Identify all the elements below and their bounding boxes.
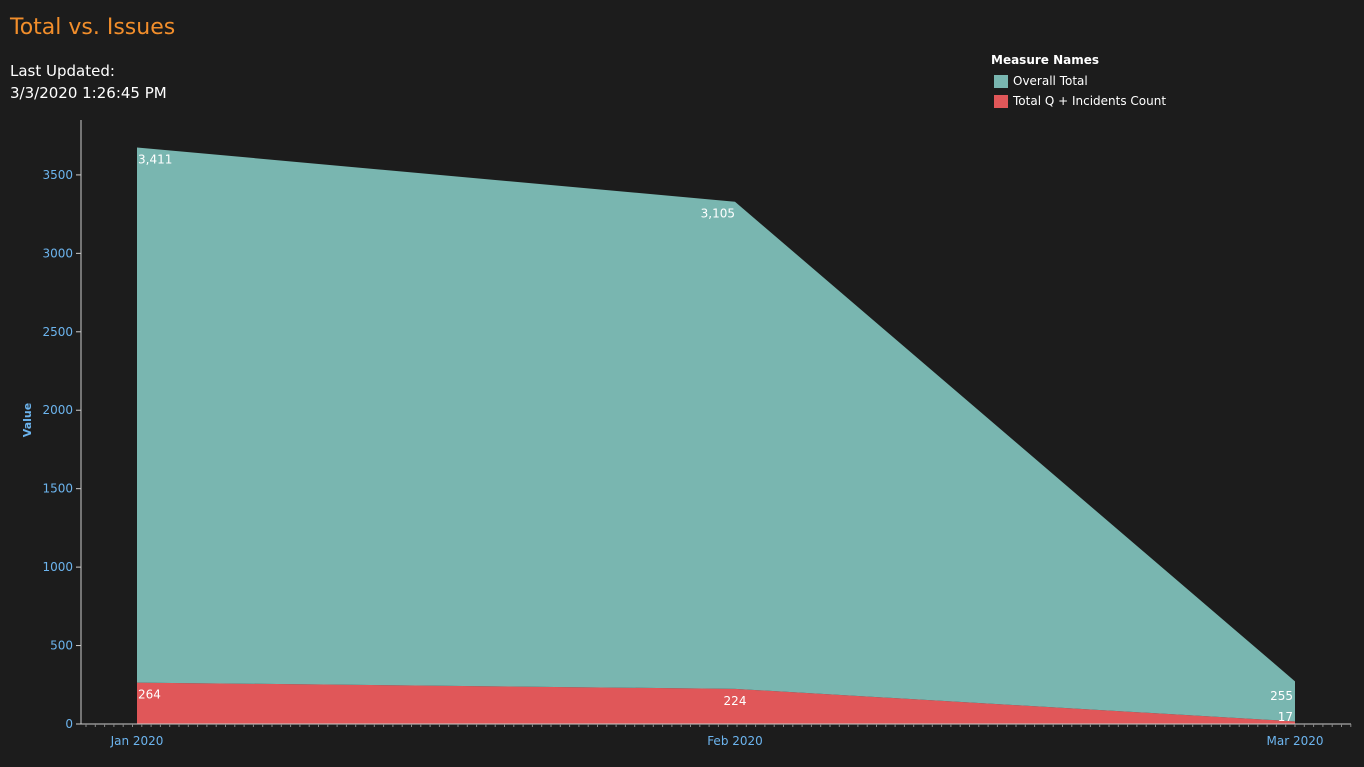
y-tick-label: 1000 <box>42 560 73 574</box>
last-updated-value: 3/3/2020 1:26:45 PM <box>10 84 167 102</box>
x-tick-label: Feb 2020 <box>707 734 763 748</box>
y-tick-label: 3000 <box>42 246 73 260</box>
data-label: 3,105 <box>701 207 735 221</box>
legend-swatch <box>994 74 1008 88</box>
legend-label: Total Q + Incidents Count <box>1013 94 1167 108</box>
data-label: 3,411 <box>138 152 172 166</box>
data-label: 264 <box>138 688 161 702</box>
area-series-1 <box>137 147 1295 722</box>
legend-label: Overall Total <box>1013 74 1088 88</box>
legend-item-incidents-count[interactable]: Total Q + Incidents Count <box>991 91 1166 111</box>
y-tick-label: 1500 <box>42 482 73 496</box>
x-tick-label: Jan 2020 <box>110 734 164 748</box>
x-tick-label: Mar 2020 <box>1267 734 1324 748</box>
data-label: 17 <box>1278 710 1293 724</box>
y-tick-label: 2500 <box>42 325 73 339</box>
data-label: 255 <box>1270 689 1293 703</box>
y-tick-label: 3500 <box>42 168 73 182</box>
y-axis-title: Value <box>21 403 34 437</box>
data-label: 224 <box>724 694 747 708</box>
y-tick-label: 2000 <box>42 403 73 417</box>
chart-title: Total vs. Issues <box>10 15 176 40</box>
legend-swatch <box>994 94 1008 108</box>
legend: Measure Names Overall Total Total Q + In… <box>991 53 1166 111</box>
y-tick-label: 0 <box>65 717 73 731</box>
area-series-0 <box>137 682 1295 724</box>
legend-item-overall-total[interactable]: Overall Total <box>991 71 1166 91</box>
legend-title: Measure Names <box>991 53 1100 67</box>
last-updated-label: Last Updated: <box>10 62 115 80</box>
y-tick-label: 500 <box>50 639 73 653</box>
